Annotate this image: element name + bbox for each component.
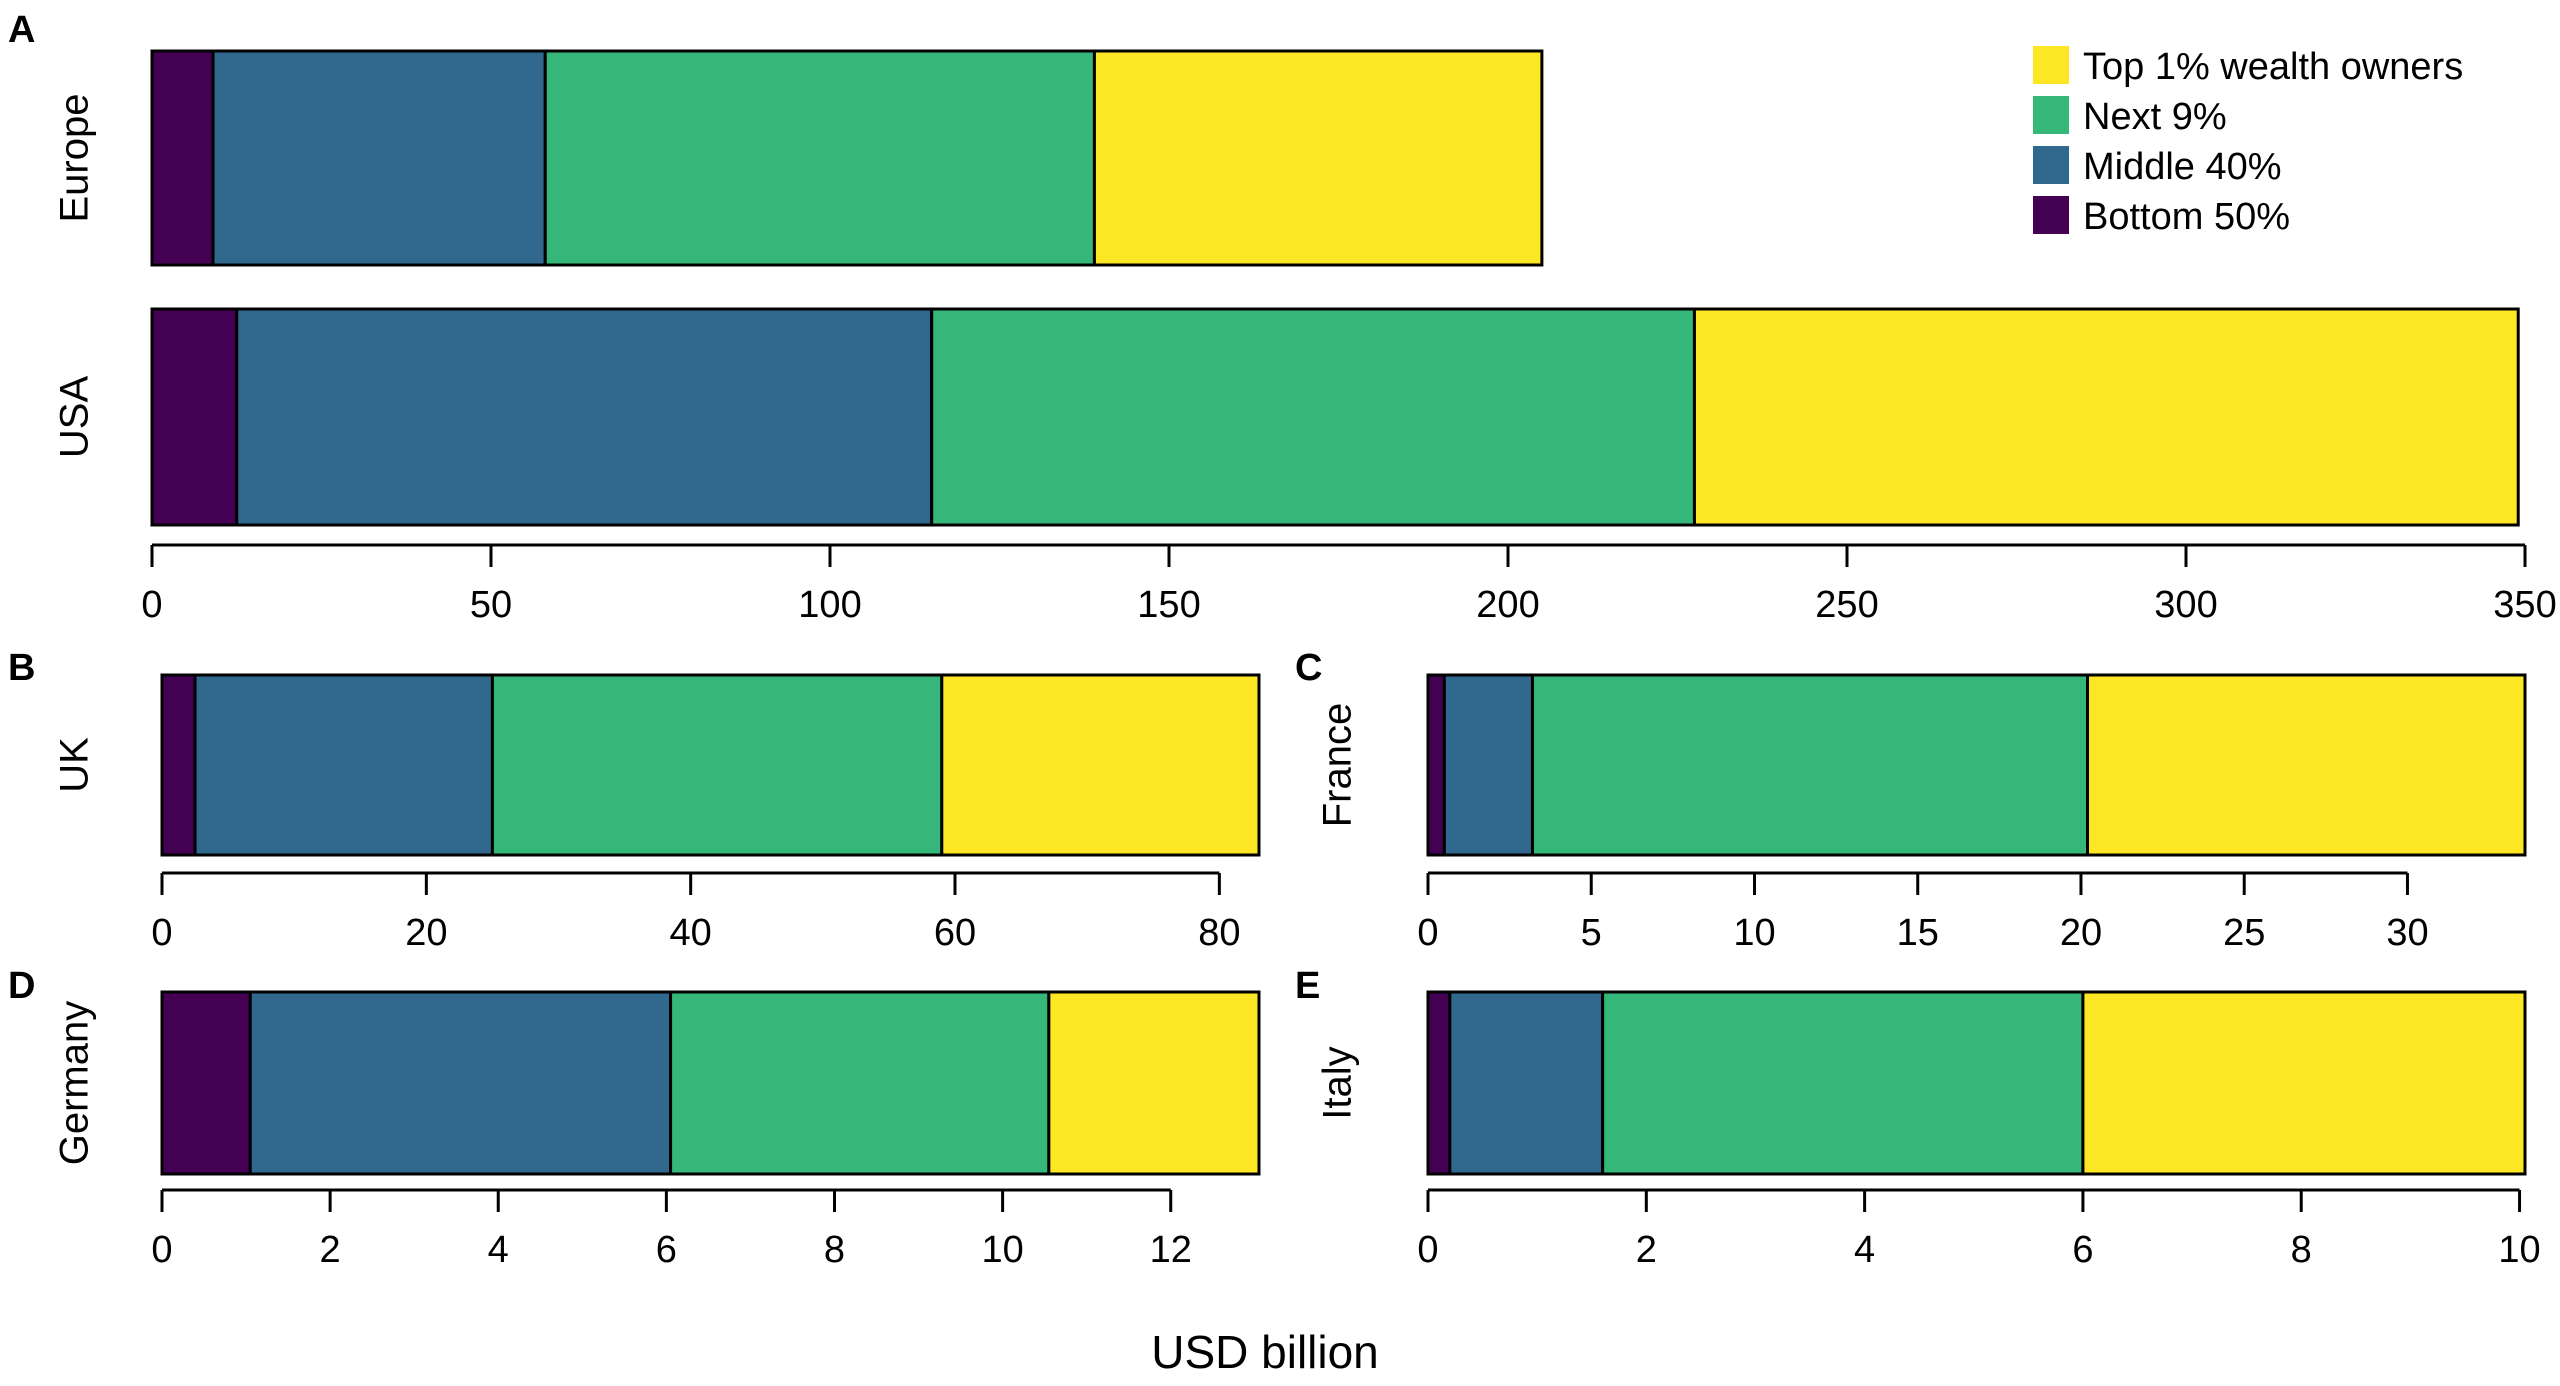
bar-segment-europe-top-1-wealth-owners	[1092, 49, 1544, 267]
bar-segment-germany-top-1-wealth-owners	[1047, 990, 1261, 1176]
category-label: UK	[53, 737, 97, 793]
bar-segment-usa-next-9	[930, 307, 1696, 527]
x-tick-label: 30	[2386, 912, 2428, 954]
bar-segment-europe-middle-40	[211, 49, 547, 267]
panel-c: C France 0 5 10 15 20 25 30	[1295, 647, 2527, 954]
x-tick-label: 250	[1815, 584, 1878, 626]
x-tick-label: 25	[2223, 912, 2265, 954]
x-tick-label: 100	[798, 584, 861, 626]
x-tick-label: 5	[1581, 912, 1602, 954]
legend-swatch	[2033, 46, 2069, 84]
panel-letter: B	[8, 647, 35, 689]
bar-segment-uk-next-9	[490, 673, 944, 857]
x-tick-label: 8	[2291, 1229, 2312, 1271]
panel-letter: D	[8, 965, 35, 1007]
category-label: France	[1316, 703, 1360, 828]
x-tick-label: 20	[2060, 912, 2102, 954]
bar-segment-italy-top-1-wealth-owners	[2081, 990, 2527, 1176]
legend-entry: Bottom 50%	[2083, 196, 2290, 238]
x-tick-label: 0	[151, 912, 172, 954]
panel-letter: A	[8, 9, 35, 51]
panel-b: B UK 0 20 40 60 80	[8, 647, 1261, 954]
x-tick-label: 300	[2154, 584, 2217, 626]
x-tick-label: 12	[1150, 1229, 1192, 1271]
bar-segment-usa-top-1-wealth-owners	[1692, 307, 2520, 527]
x-tick-label: 0	[1417, 912, 1438, 954]
x-tick-label: 6	[656, 1229, 677, 1271]
x-tick-label: 15	[1897, 912, 1939, 954]
x-tick-label: 60	[934, 912, 976, 954]
category-label: USA	[53, 376, 97, 459]
x-tick-label: 4	[1854, 1229, 1875, 1271]
bar-segment-uk-top-1-wealth-owners	[940, 673, 1261, 857]
x-tick-label: 6	[2072, 1229, 2093, 1271]
category-label: Italy	[1316, 1046, 1360, 1119]
x-tick-label: 2	[1636, 1229, 1657, 1271]
bar-segment-france-middle-40	[1442, 673, 1534, 857]
x-tick-label: 50	[470, 584, 512, 626]
x-tick-label: 350	[2493, 584, 2556, 626]
legend-swatch	[2033, 96, 2069, 134]
legend-entry: Top 1% wealth owners	[2083, 46, 2463, 88]
x-tick-label: 8	[824, 1229, 845, 1271]
bar-segment-germany-bottom-50	[160, 990, 252, 1176]
legend-entry: Next 9%	[2083, 96, 2227, 138]
panel-e: E Italy 0 2 4 6 8 10	[1295, 965, 2541, 1271]
bar-segment-germany-middle-40	[248, 990, 673, 1176]
category-label: Europe	[53, 94, 97, 223]
bar-segment-italy-bottom-50	[1426, 990, 1452, 1176]
x-tick-label: 150	[1137, 584, 1200, 626]
bar-segment-france-next-9	[1530, 673, 2090, 857]
x-tick-label: 10	[2498, 1229, 2540, 1271]
legend-swatch	[2033, 146, 2069, 184]
x-tick-label: 200	[1476, 584, 1539, 626]
panel-letter: E	[1295, 965, 1320, 1007]
category-label: Germany	[53, 1001, 97, 1166]
bar-segment-europe-bottom-50	[150, 49, 215, 267]
x-tick-label: 40	[670, 912, 712, 954]
x-tick-label: 80	[1198, 912, 1240, 954]
bar-segment-europe-next-9	[543, 49, 1096, 267]
legend-swatch	[2033, 196, 2069, 234]
panel-letter: C	[1295, 647, 1322, 689]
legend-entry: Middle 40%	[2083, 146, 2282, 188]
bar-segment-usa-bottom-50	[150, 307, 239, 527]
bar-segment-germany-next-9	[669, 990, 1051, 1176]
bar-segment-usa-middle-40	[235, 307, 934, 527]
x-tick-label: 0	[1417, 1229, 1438, 1271]
bar-segment-france-bottom-50	[1426, 673, 1446, 857]
x-tick-label: 0	[141, 584, 162, 626]
x-tick-label: 10	[1733, 912, 1775, 954]
bar-segment-uk-bottom-50	[160, 673, 197, 857]
x-tick-label: 2	[320, 1229, 341, 1271]
x-tick-label: 4	[488, 1229, 509, 1271]
x-axis-label: USD billion	[1151, 1326, 1379, 1378]
panel-a: A Europe USA 0 50 100 150 200 250 300 350	[8, 9, 2557, 626]
bar-segment-uk-middle-40	[193, 673, 494, 857]
bar-segment-france-top-1-wealth-owners	[2086, 673, 2527, 857]
x-tick-label: 10	[981, 1229, 1023, 1271]
x-tick-label: 20	[405, 912, 447, 954]
x-tick-label: 0	[151, 1229, 172, 1271]
bar-segment-italy-middle-40	[1448, 990, 1605, 1176]
legend: Top 1% wealth owners Next 9% Middle 40% Bot…	[2033, 46, 2463, 238]
panel-d: D Germany 0 2 4 6 8 10 12	[8, 965, 1261, 1271]
bar-segment-italy-next-9	[1601, 990, 2085, 1176]
